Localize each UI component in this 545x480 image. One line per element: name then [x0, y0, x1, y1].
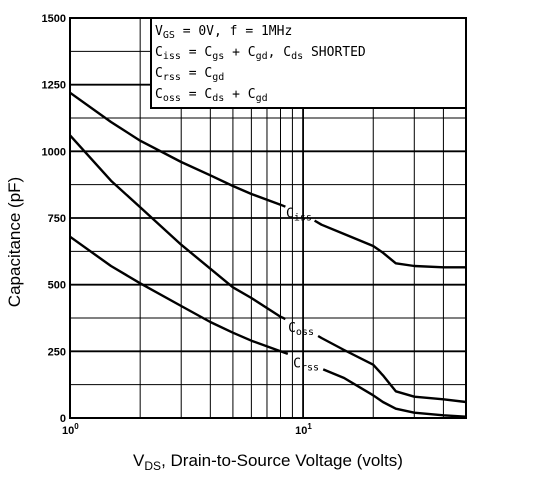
curve-label-iss: Ciss	[286, 206, 312, 223]
series-line-rss	[69, 235, 289, 356]
y-tick-label: 1000	[42, 146, 66, 158]
series-curves	[69, 91, 467, 418]
y-axis-label: Capacitance (pF)	[5, 177, 24, 307]
series-line-oss	[69, 134, 286, 321]
x-tick-exponent: 1	[307, 422, 312, 431]
legend-line: Crss = Cgd	[155, 66, 224, 83]
series-line-iss	[69, 91, 286, 208]
x-tick-base: 10	[295, 425, 307, 437]
series-line-rss	[322, 368, 467, 418]
x-tick-base: 10	[62, 425, 74, 437]
x-tick-exponent: 0	[74, 422, 79, 431]
x-axis-label: VDS, Drain-to-Source Voltage (volts)	[133, 451, 403, 473]
y-tick-label: 1500	[42, 13, 66, 25]
y-tick-label: 500	[48, 280, 66, 292]
x-axis-label-rest: , Drain-to-Source Voltage (volts)	[161, 451, 403, 470]
y-tick-labels: 0 250 500 750 1000 1250 1500	[42, 13, 66, 425]
curve-labels: Ciss Coss Crss	[286, 206, 319, 373]
x-axis-label-sub: DS	[144, 459, 161, 473]
curve-label-rss: Crss	[293, 356, 319, 373]
legend-frame	[150, 17, 467, 109]
series-line-iss	[313, 219, 466, 269]
y-tick-label: 0	[60, 413, 66, 425]
legend-line: Ciss = Cgs + Cgd, Cds SHORTED	[155, 45, 366, 62]
legend-box: VGS = 0V, f = 1MHz Ciss = Cgs + Cgd, Cds …	[150, 17, 467, 109]
x-tick-label: 101	[295, 422, 312, 437]
y-tick-label: 750	[48, 213, 66, 225]
x-tick-labels: 100 101	[62, 422, 312, 437]
x-tick-label: 100	[62, 422, 79, 437]
y-tick-label: 250	[48, 346, 66, 358]
series-line-oss	[317, 334, 467, 404]
x-axis-label-main: V	[133, 451, 145, 470]
legend-line: Coss = Cds + Cgd	[155, 87, 268, 104]
curve-label-oss: Coss	[288, 321, 314, 338]
y-tick-label: 1250	[42, 80, 66, 92]
legend-line: VGS = 0V, f = 1MHz	[155, 24, 292, 41]
